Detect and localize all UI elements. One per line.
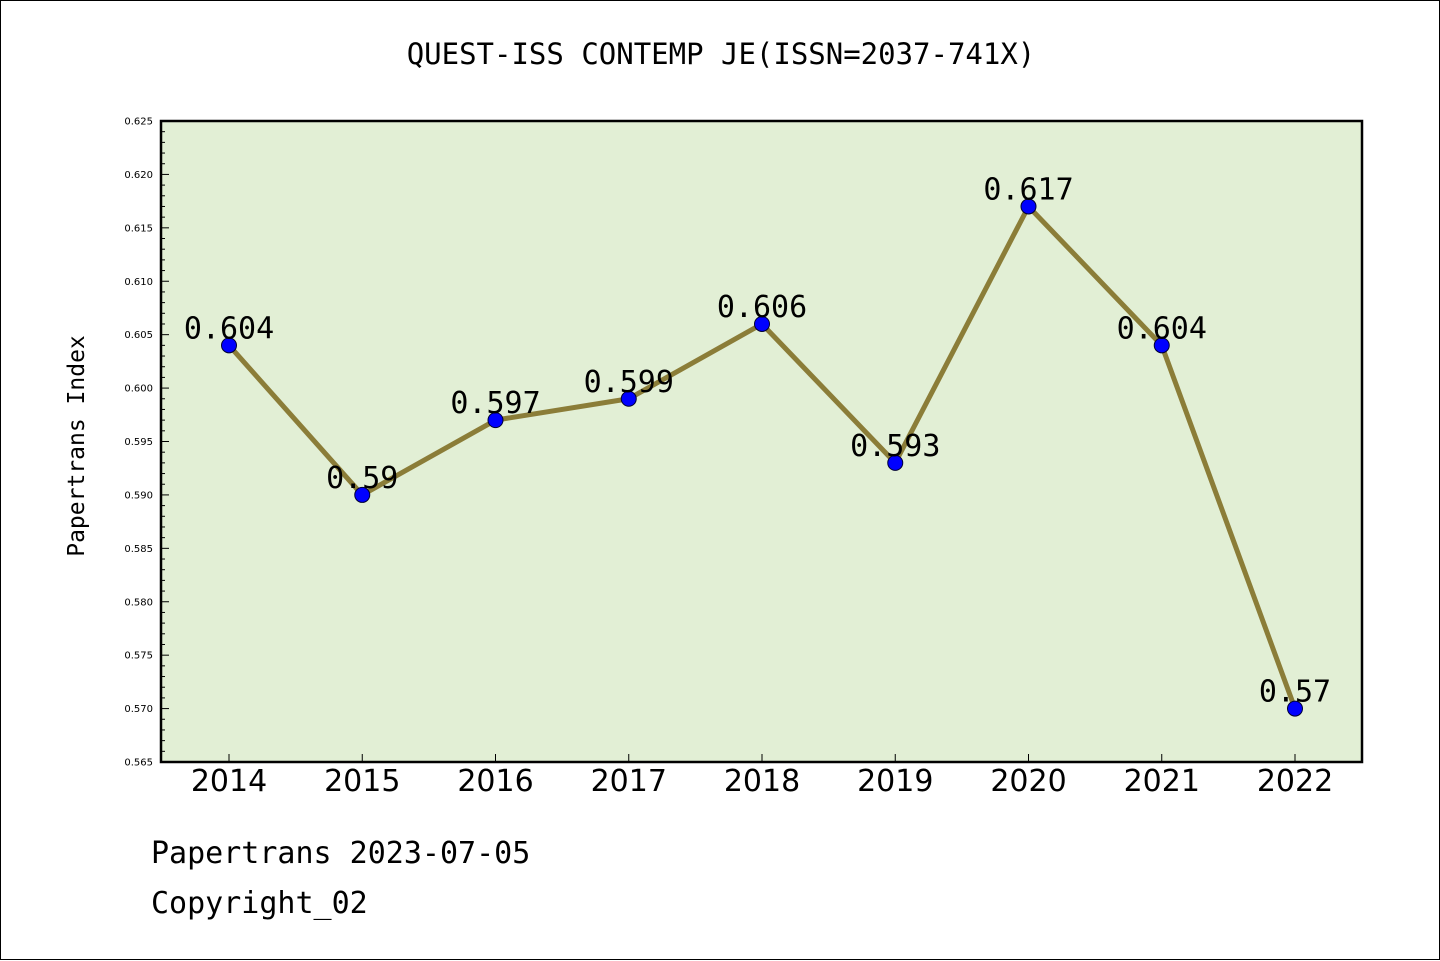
x-tick-label: 2014 (191, 764, 267, 799)
data-point (354, 486, 371, 503)
y-axis-label: Papertrans Index (64, 335, 90, 557)
y-tick-label: 0.595 (124, 437, 153, 448)
data-label: 0.597 (450, 386, 540, 421)
x-tick-label: 2020 (990, 764, 1066, 799)
x-tick-label: 2022 (1257, 764, 1333, 799)
y-tick-label: 0.580 (124, 597, 153, 608)
data-label: 0.599 (584, 365, 674, 400)
plot-background (161, 121, 1362, 762)
data-label: 0.593 (850, 429, 940, 464)
x-tick-label: 2015 (324, 764, 400, 799)
data-label: 0.606 (717, 290, 807, 325)
data-label: 0.59 (326, 461, 398, 496)
y-tick-label: 0.590 (124, 490, 153, 501)
footer-copyright: Copyright_02 (151, 886, 368, 921)
data-point (487, 412, 504, 429)
y-tick-label: 0.615 (124, 223, 153, 234)
data-point (221, 337, 237, 354)
data-point (1020, 198, 1037, 215)
x-tick-label: 2018 (724, 764, 800, 799)
y-tick-label: 0.575 (124, 651, 153, 662)
y-tick-label: 0.570 (124, 704, 153, 715)
y-tick-label: 0.610 (124, 277, 153, 288)
data-point (620, 390, 637, 407)
data-point (887, 454, 904, 471)
y-tick-label: 0.625 (124, 117, 153, 128)
x-tick-label: 2019 (857, 764, 933, 799)
footer-date: Papertrans 2023-07-05 (151, 836, 531, 871)
y-tick-label: 0.585 (124, 544, 153, 555)
x-tick-label: 2017 (591, 764, 667, 799)
data-point (754, 315, 770, 332)
y-tick-label: 0.565 (124, 758, 153, 769)
x-tick-label: 2021 (1124, 764, 1200, 799)
y-tick-label: 0.600 (124, 384, 153, 395)
y-tick-label: 0.605 (124, 330, 153, 341)
data-label: 0.57 (1259, 675, 1331, 710)
x-tick-label: 2016 (457, 764, 533, 799)
data-point (1153, 337, 1170, 354)
data-label: 0.617 (983, 172, 1073, 207)
data-label: 0.604 (1117, 311, 1207, 346)
y-tick-label: 0.620 (124, 170, 153, 181)
data-label: 0.604 (184, 311, 274, 346)
plot-border (159, 119, 1364, 764)
chart-title: QUEST-ISS CONTEMP JE(ISSN=2037-741X) (406, 37, 1036, 71)
data-point (1287, 700, 1303, 717)
